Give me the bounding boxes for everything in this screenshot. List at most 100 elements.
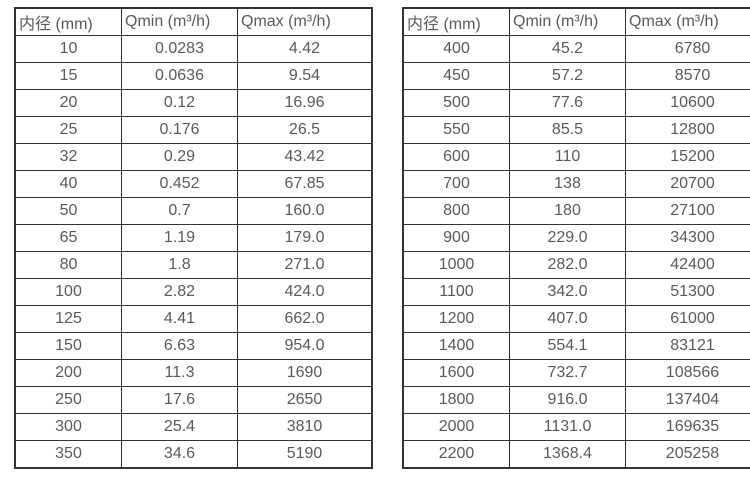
table-row: 80 1.8 271.0 xyxy=(14,251,373,279)
cell-qmin: 1.19 xyxy=(121,224,238,252)
cell-qmax: 4.42 xyxy=(237,35,373,63)
cell-qmin: 85.5 xyxy=(509,116,626,144)
cell-diameter: 32 xyxy=(14,143,122,171)
cell-qmax: 9.54 xyxy=(237,62,373,90)
table-row: 300 25.4 3810 xyxy=(14,413,373,441)
cell-qmin: 17.6 xyxy=(121,386,238,414)
table-row: 25 0.176 26.5 xyxy=(14,116,373,144)
cell-qmin: 342.0 xyxy=(509,278,626,306)
cell-diameter: 1100 xyxy=(402,278,510,306)
cell-qmax: 67.85 xyxy=(237,170,373,198)
cell-qmin: 229.0 xyxy=(509,224,626,252)
cell-qmax: 34300 xyxy=(625,224,750,252)
cell-diameter: 1200 xyxy=(402,305,510,333)
cell-qmax: 6780 xyxy=(625,35,750,63)
cell-diameter: 550 xyxy=(402,116,510,144)
cell-diameter: 1000 xyxy=(402,251,510,279)
cell-qmin: 110 xyxy=(509,143,626,171)
header-diameter: 内径 (mm) xyxy=(14,7,122,36)
cell-qmax: 169635 xyxy=(625,413,750,441)
table-row: 50 0.7 160.0 xyxy=(14,197,373,225)
cell-diameter: 65 xyxy=(14,224,122,252)
cell-qmax: 83121 xyxy=(625,332,750,360)
table-row: 450 57.2 8570 xyxy=(402,62,750,90)
cell-qmax: 27100 xyxy=(625,197,750,225)
table-row: 1800 916.0 137404 xyxy=(402,386,750,414)
cell-qmax: 8570 xyxy=(625,62,750,90)
cell-diameter: 800 xyxy=(402,197,510,225)
cell-qmax: 42400 xyxy=(625,251,750,279)
cell-diameter: 10 xyxy=(14,35,122,63)
header-row: 内径 (mm) Qmin (m³/h) Qmax (m³/h) xyxy=(402,7,750,36)
cell-qmin: 1368.4 xyxy=(509,440,626,469)
table-row: 10 0.0283 4.42 xyxy=(14,35,373,63)
cell-qmin: 0.0636 xyxy=(121,62,238,90)
cell-diameter: 600 xyxy=(402,143,510,171)
table-row: 2200 1368.4 205258 xyxy=(402,440,750,469)
cell-qmin: 4.41 xyxy=(121,305,238,333)
table-row: 150 6.63 954.0 xyxy=(14,332,373,360)
cell-qmin: 282.0 xyxy=(509,251,626,279)
table-row: 400 45.2 6780 xyxy=(402,35,750,63)
cell-qmax: 61000 xyxy=(625,305,750,333)
cell-diameter: 100 xyxy=(14,278,122,306)
cell-diameter: 1400 xyxy=(402,332,510,360)
header-row: 内径 (mm) Qmin (m³/h) Qmax (m³/h) xyxy=(14,7,373,36)
cell-qmax: 137404 xyxy=(625,386,750,414)
cell-qmax: 2650 xyxy=(237,386,373,414)
cell-diameter: 1800 xyxy=(402,386,510,414)
cell-qmax: 3810 xyxy=(237,413,373,441)
flow-table-large-diameters: 内径 (mm) Qmin (m³/h) Qmax (m³/h) 400 45.2 6780… xyxy=(402,7,750,469)
header-qmin: Qmin (m³/h) xyxy=(509,7,626,36)
cell-qmin: 57.2 xyxy=(509,62,626,90)
cell-diameter: 2000 xyxy=(402,413,510,441)
cell-qmin: 0.7 xyxy=(121,197,238,225)
cell-qmin: 180 xyxy=(509,197,626,225)
table-row: 800 180 27100 xyxy=(402,197,750,225)
table-row: 32 0.29 43.42 xyxy=(14,143,373,171)
cell-qmax: 160.0 xyxy=(237,197,373,225)
table-row: 1200 407.0 61000 xyxy=(402,305,750,333)
cell-qmax: 20700 xyxy=(625,170,750,198)
cell-qmin: 407.0 xyxy=(509,305,626,333)
table-row: 1000 282.0 42400 xyxy=(402,251,750,279)
cell-diameter: 150 xyxy=(14,332,122,360)
table-row: 2000 1131.0 169635 xyxy=(402,413,750,441)
cell-qmin: 0.176 xyxy=(121,116,238,144)
cell-qmin: 25.4 xyxy=(121,413,238,441)
table-row: 1400 554.1 83121 xyxy=(402,332,750,360)
table-row: 500 77.6 10600 xyxy=(402,89,750,117)
cell-diameter: 400 xyxy=(402,35,510,63)
cell-qmin: 554.1 xyxy=(509,332,626,360)
table-row: 40 0.452 67.85 xyxy=(14,170,373,198)
cell-diameter: 25 xyxy=(14,116,122,144)
cell-qmax: 954.0 xyxy=(237,332,373,360)
table-row: 15 0.0636 9.54 xyxy=(14,62,373,90)
cell-diameter: 300 xyxy=(14,413,122,441)
cell-qmin: 2.82 xyxy=(121,278,238,306)
cell-qmax: 1690 xyxy=(237,359,373,387)
cell-qmin: 138 xyxy=(509,170,626,198)
cell-diameter: 50 xyxy=(14,197,122,225)
cell-diameter: 700 xyxy=(402,170,510,198)
cell-qmax: 205258 xyxy=(625,440,750,469)
cell-qmin: 0.12 xyxy=(121,89,238,117)
table-row: 20 0.12 16.96 xyxy=(14,89,373,117)
cell-qmax: 10600 xyxy=(625,89,750,117)
header-qmax: Qmax (m³/h) xyxy=(237,7,373,36)
cell-qmin: 34.6 xyxy=(121,440,238,469)
cell-diameter: 350 xyxy=(14,440,122,469)
table-row: 350 34.6 5190 xyxy=(14,440,373,469)
table-row: 1100 342.0 51300 xyxy=(402,278,750,306)
flow-table-small-diameters: 内径 (mm) Qmin (m³/h) Qmax (m³/h) 10 0.0283 4.4… xyxy=(14,7,373,469)
cell-diameter: 250 xyxy=(14,386,122,414)
cell-diameter: 2200 xyxy=(402,440,510,469)
cell-qmin: 6.63 xyxy=(121,332,238,360)
cell-qmin: 1.8 xyxy=(121,251,238,279)
cell-diameter: 1600 xyxy=(402,359,510,387)
cell-diameter: 200 xyxy=(14,359,122,387)
cell-qmin: 45.2 xyxy=(509,35,626,63)
cell-diameter: 500 xyxy=(402,89,510,117)
cell-qmax: 662.0 xyxy=(237,305,373,333)
cell-qmin: 0.452 xyxy=(121,170,238,198)
